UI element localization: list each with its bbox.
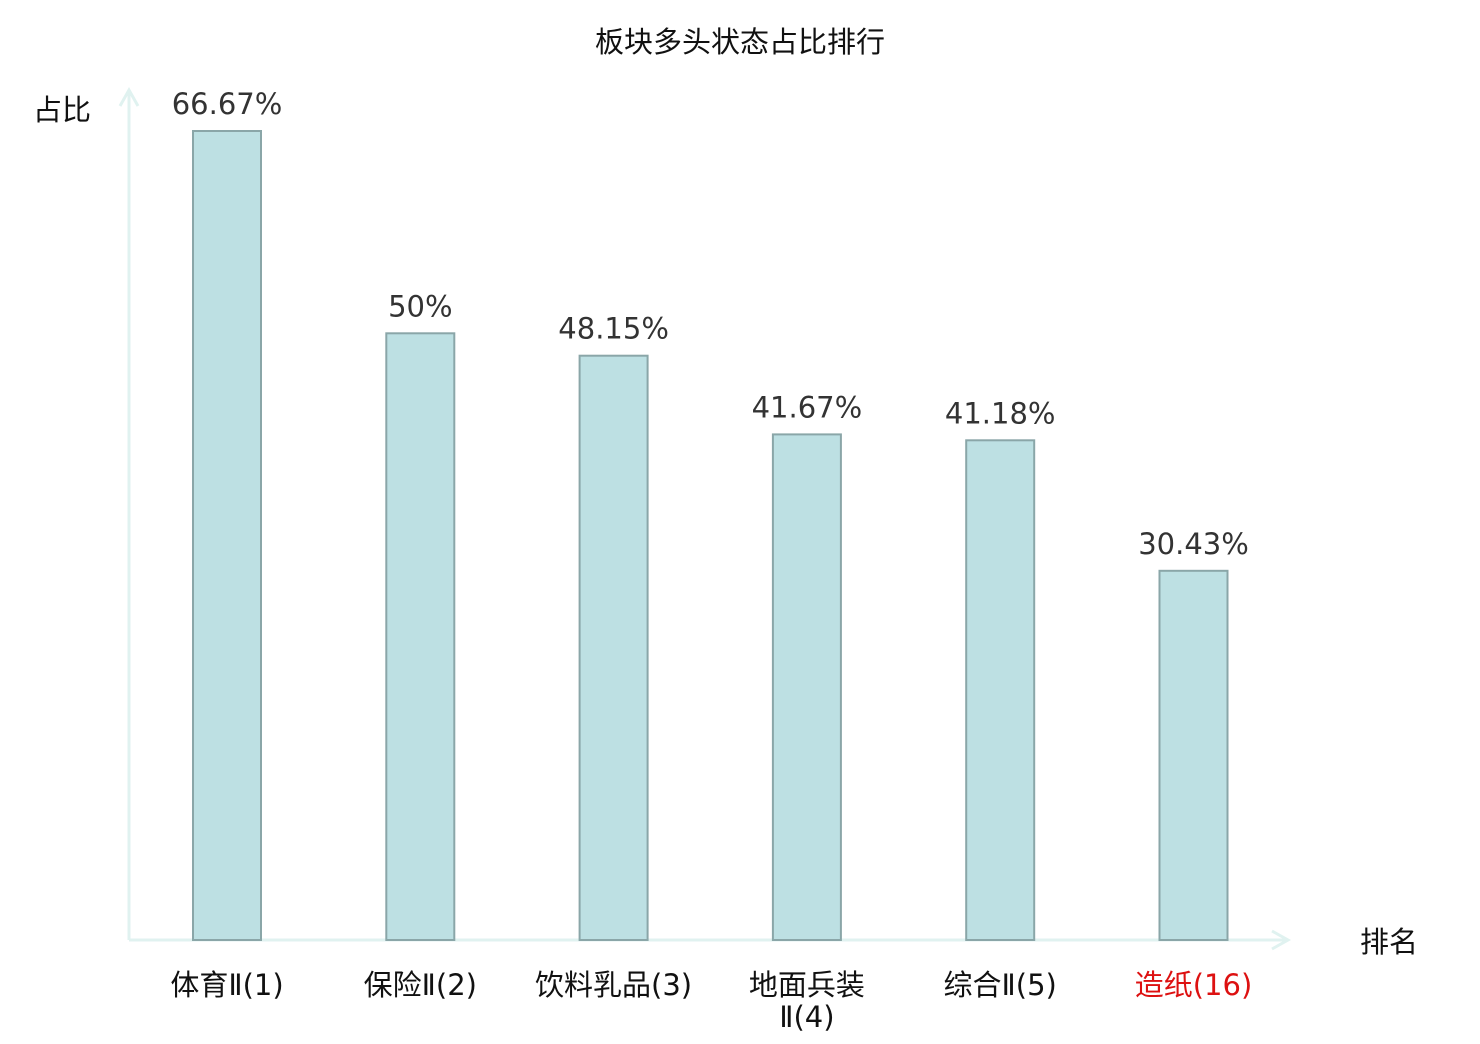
bar-value-label: 41.67% [752, 390, 863, 424]
x-axis-label: 排名 [1360, 925, 1418, 959]
bar-value-label: 41.18% [945, 396, 1056, 430]
bar [965, 439, 1036, 941]
bar [385, 332, 456, 941]
bar-value-label: 66.67% [172, 87, 283, 121]
category-label: 造纸(16) [1135, 968, 1253, 1002]
axes [118, 86, 1292, 951]
bar-value-label: 30.43% [1138, 527, 1249, 561]
x-axis-arrow-icon [1271, 929, 1292, 951]
category-label: 地面兵装 [749, 968, 865, 1002]
y-axis-label: 占比 [33, 93, 91, 127]
bar-value-label: 50% [388, 289, 452, 323]
y-axis-arrow-icon [118, 86, 140, 107]
bar-value-label: 48.15% [558, 312, 669, 346]
chart-title: 板块多头状态占比排行 [595, 25, 885, 59]
value-labels: 66.67% 50% 48.15% 41.67% 41.18% 30.43% [172, 87, 1249, 561]
category-label: Ⅱ(4) [779, 1000, 834, 1034]
category-label: 综合Ⅱ(5) [944, 968, 1057, 1002]
bar [578, 354, 649, 941]
category-label: 体育Ⅱ(1) [170, 968, 283, 1002]
category-label: 保险Ⅱ(2) [364, 968, 477, 1002]
bar [771, 433, 842, 941]
category-label: 饮料乳品(3) [535, 968, 692, 1002]
bar [192, 130, 262, 941]
bar [1158, 569, 1229, 941]
bars [192, 130, 1229, 941]
